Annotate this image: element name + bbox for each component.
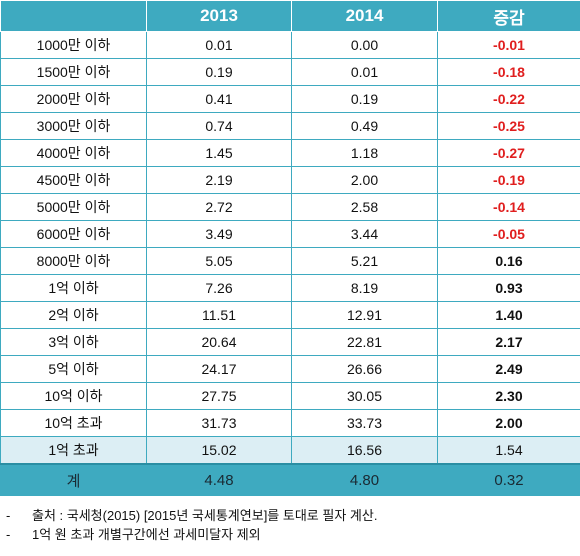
value-2013: 15.02 — [146, 436, 292, 465]
table-row: 1500만 이하 0.19 0.01 -0.18 — [0, 58, 580, 86]
footnote-dash: - — [6, 508, 11, 523]
value-change: -0.22 — [437, 85, 580, 113]
row-label: 8000만 이하 — [0, 247, 147, 275]
value-2014: 5.21 — [291, 247, 438, 275]
summary-row: 1억 초과 15.02 16.56 1.54 — [0, 436, 580, 465]
value-change: 1.54 — [437, 436, 580, 465]
row-label: 계 — [0, 463, 147, 496]
header-row: 2013 2014 증감 — [0, 0, 580, 32]
value-2013: 4.48 — [146, 463, 292, 496]
table-row: 6000만 이하 3.49 3.44 -0.05 — [0, 220, 580, 248]
value-2013: 2.19 — [146, 166, 292, 194]
footnote-exclusion: - 1억 원 초과 개별구간에선 과세미달자 제외 — [6, 525, 580, 544]
table-row: 10억 이하 27.75 30.05 2.30 — [0, 382, 580, 410]
footnotes: - 출처 : 국세청(2015) [2015년 국세통계연보]를 토대로 필자 … — [0, 506, 580, 544]
value-2014: 2.58 — [291, 193, 438, 221]
value-change: -0.05 — [437, 220, 580, 248]
footnote-text: 출처 : 국세청(2015) [2015년 국세통계연보]를 토대로 필자 계산… — [32, 508, 378, 523]
footnote-text: 1억 원 초과 개별구간에선 과세미달자 제외 — [32, 527, 261, 542]
table-row: 2000만 이하 0.41 0.19 -0.22 — [0, 85, 580, 113]
value-2014: 1.18 — [291, 139, 438, 167]
row-label: 2억 이하 — [0, 301, 147, 329]
value-2014: 2.00 — [291, 166, 438, 194]
table-row: 3억 이하 20.64 22.81 2.17 — [0, 328, 580, 356]
value-change: 0.32 — [437, 463, 580, 496]
value-2014: 0.49 — [291, 112, 438, 140]
value-2014: 0.19 — [291, 85, 438, 113]
value-2014: 4.80 — [291, 463, 438, 496]
value-2013: 20.64 — [146, 328, 292, 356]
value-change: 1.40 — [437, 301, 580, 329]
value-change: -0.27 — [437, 139, 580, 167]
row-label: 10억 이하 — [0, 382, 147, 410]
row-label: 1억 초과 — [0, 436, 147, 465]
table-row: 4500만 이하 2.19 2.00 -0.19 — [0, 166, 580, 194]
value-2014: 8.19 — [291, 274, 438, 302]
value-2013: 2.72 — [146, 193, 292, 221]
table-row: 2억 이하 11.51 12.91 1.40 — [0, 301, 580, 329]
value-change: 0.16 — [437, 247, 580, 275]
table-row: 4000만 이하 1.45 1.18 -0.27 — [0, 139, 580, 167]
tax-rate-table: 2013 2014 증감 1000만 이하 0.01 0.00 -0.01 1500만 … — [0, 0, 580, 496]
value-2013: 27.75 — [146, 382, 292, 410]
value-change: -0.18 — [437, 58, 580, 86]
value-2013: 5.05 — [146, 247, 292, 275]
row-label: 3000만 이하 — [0, 112, 147, 140]
value-change: -0.14 — [437, 193, 580, 221]
value-2014: 33.73 — [291, 409, 438, 437]
row-label: 3억 이하 — [0, 328, 147, 356]
row-label: 10억 초과 — [0, 409, 147, 437]
value-2014: 30.05 — [291, 382, 438, 410]
value-2013: 31.73 — [146, 409, 292, 437]
value-change: 2.00 — [437, 409, 580, 437]
value-2013: 0.74 — [146, 112, 292, 140]
value-2013: 7.26 — [146, 274, 292, 302]
value-2014: 0.00 — [291, 31, 438, 59]
row-label: 1억 이하 — [0, 274, 147, 302]
value-2013: 24.17 — [146, 355, 292, 383]
value-change: 2.30 — [437, 382, 580, 410]
row-label: 2000만 이하 — [0, 85, 147, 113]
row-label: 5000만 이하 — [0, 193, 147, 221]
table-row: 3000만 이하 0.74 0.49 -0.25 — [0, 112, 580, 140]
table-row: 8000만 이하 5.05 5.21 0.16 — [0, 247, 580, 275]
value-change: 2.49 — [437, 355, 580, 383]
header-2014: 2014 — [291, 0, 438, 32]
table-row: 1000만 이하 0.01 0.00 -0.01 — [0, 31, 580, 59]
header-2013: 2013 — [146, 0, 292, 32]
value-change: 2.17 — [437, 328, 580, 356]
value-2014: 0.01 — [291, 58, 438, 86]
header-blank — [0, 0, 147, 32]
value-2013: 0.41 — [146, 85, 292, 113]
value-change: 0.93 — [437, 274, 580, 302]
value-2014: 16.56 — [291, 436, 438, 465]
value-2013: 1.45 — [146, 139, 292, 167]
row-label: 6000만 이하 — [0, 220, 147, 248]
value-2014: 3.44 — [291, 220, 438, 248]
total-row: 계 4.48 4.80 0.32 — [0, 463, 580, 496]
footnote-dash: - — [6, 527, 11, 542]
row-label: 4000만 이하 — [0, 139, 147, 167]
value-2013: 0.01 — [146, 31, 292, 59]
row-label: 5억 이하 — [0, 355, 147, 383]
table-row: 10억 초과 31.73 33.73 2.00 — [0, 409, 580, 437]
value-2013: 3.49 — [146, 220, 292, 248]
value-change: -0.01 — [437, 31, 580, 59]
value-2013: 0.19 — [146, 58, 292, 86]
table-row: 1억 이하 7.26 8.19 0.93 — [0, 274, 580, 302]
row-label: 4500만 이하 — [0, 166, 147, 194]
value-2014: 26.66 — [291, 355, 438, 383]
value-2014: 12.91 — [291, 301, 438, 329]
table-row: 5000만 이하 2.72 2.58 -0.14 — [0, 193, 580, 221]
value-change: -0.19 — [437, 166, 580, 194]
value-2014: 22.81 — [291, 328, 438, 356]
value-change: -0.25 — [437, 112, 580, 140]
header-change: 증감 — [437, 0, 580, 32]
table-row: 5억 이하 24.17 26.66 2.49 — [0, 355, 580, 383]
row-label: 1000만 이하 — [0, 31, 147, 59]
row-label: 1500만 이하 — [0, 58, 147, 86]
value-2013: 11.51 — [146, 301, 292, 329]
footnote-source: - 출처 : 국세청(2015) [2015년 국세통계연보]를 토대로 필자 … — [6, 506, 580, 525]
